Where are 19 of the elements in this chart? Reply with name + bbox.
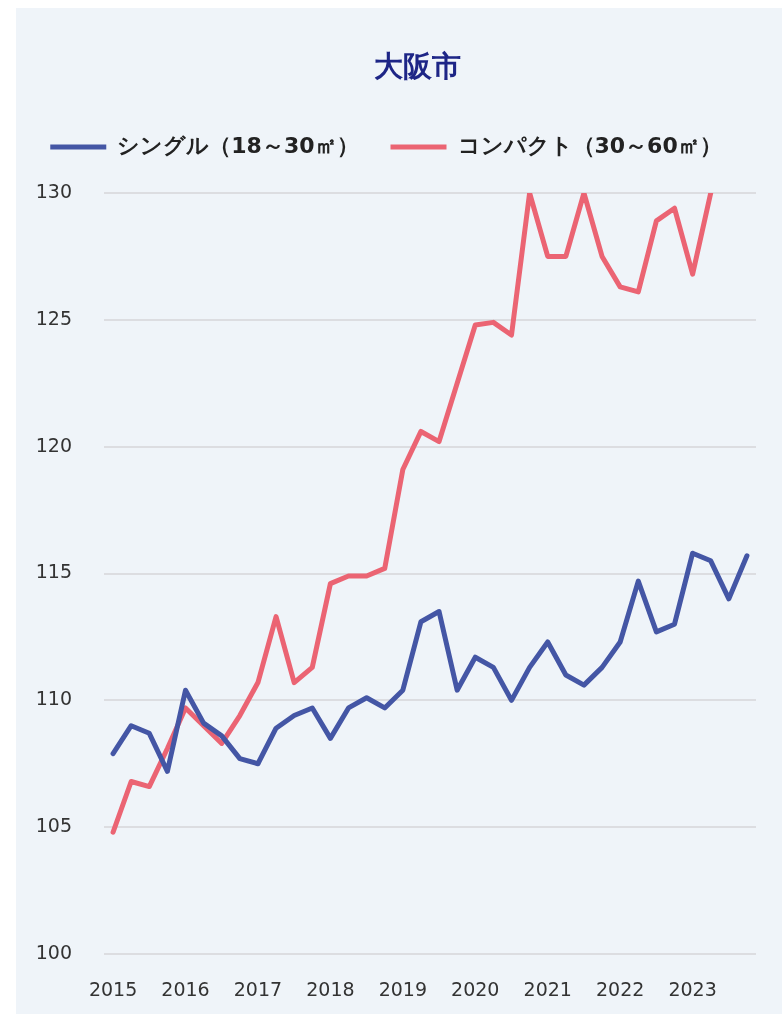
y-tick-label: 115 xyxy=(35,560,72,583)
x-tick-label: 2016 xyxy=(161,978,210,1001)
x-tick-label: 2015 xyxy=(88,978,138,1001)
x-tick-label: 2018 xyxy=(306,978,355,1001)
y-tick-label: 100 xyxy=(35,940,72,963)
x-tick-label: 2021 xyxy=(523,978,572,1001)
x-tick-label: 2023 xyxy=(668,978,717,1001)
y-tick-label: 105 xyxy=(35,814,72,837)
y-tick-label: 130 xyxy=(35,179,72,202)
chart-title: 大阪市 xyxy=(372,48,462,84)
x-tick-label: 2017 xyxy=(233,978,283,1001)
legend-label: シングル（18～30㎡） xyxy=(117,132,359,158)
legend-label: コンパクト（30～60㎡） xyxy=(457,132,722,158)
x-tick-label: 2019 xyxy=(378,978,428,1001)
x-tick-label: 2022 xyxy=(595,978,645,1001)
y-tick-label: 110 xyxy=(35,687,72,710)
y-tick-label: 120 xyxy=(35,433,72,456)
x-tick-label: 2020 xyxy=(451,978,500,1001)
y-tick-label: 125 xyxy=(35,306,72,329)
